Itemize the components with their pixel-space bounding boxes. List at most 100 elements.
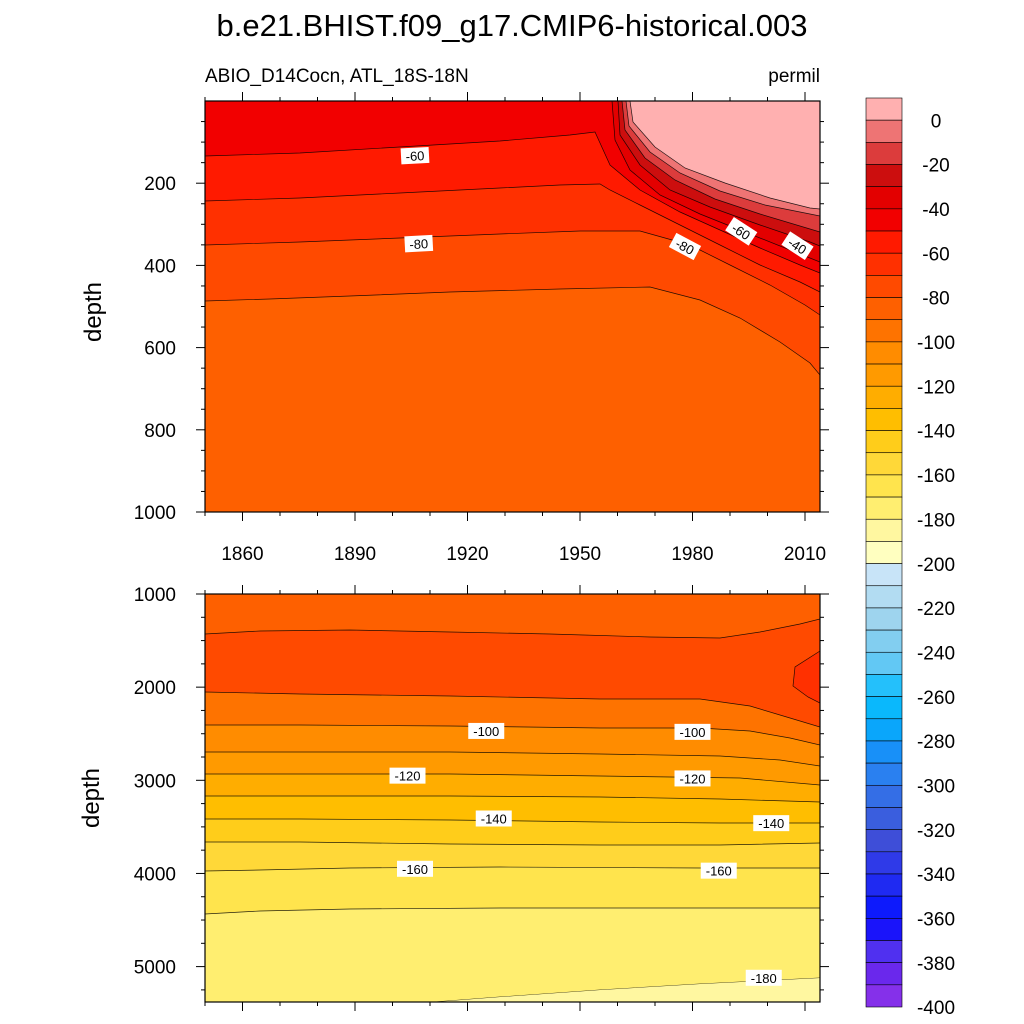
contour-label-bg xyxy=(753,815,790,832)
colorbar-box xyxy=(865,430,903,454)
colorbar-box xyxy=(865,807,903,830)
colorbar-box xyxy=(865,164,903,187)
colorbar-box xyxy=(865,142,903,165)
contour-label: -60 xyxy=(400,146,430,165)
bot-contour-line xyxy=(205,691,820,728)
colorbar-box xyxy=(865,696,903,720)
bottom-ytick-label: 3000 xyxy=(134,771,176,792)
bottom-panel: -100 -100 -120 -120 -140 -140 -160 -160 -180 100… xyxy=(78,585,829,1011)
colorbar-label: -240 xyxy=(917,643,955,664)
top-ytick-label: 600 xyxy=(144,339,176,360)
colorbar-box xyxy=(865,607,903,631)
contour-label: -180 xyxy=(745,969,782,986)
top-panel: ABIO_D14Cocn, ATL_18S-18N permil xyxy=(80,66,829,565)
bot-band-minus80 xyxy=(205,619,820,727)
bot-contour-line xyxy=(205,751,820,767)
top-subtitle-right: permil xyxy=(768,66,820,87)
colorbar-box xyxy=(865,740,903,764)
colorbar-box xyxy=(865,873,903,897)
contour-label: -100 xyxy=(674,723,711,740)
top-band-zero xyxy=(630,101,820,209)
contour-label-text: -100 xyxy=(679,725,705,740)
colorbar-label: -300 xyxy=(917,776,955,797)
bottom-ytick-label: 2000 xyxy=(134,678,176,699)
contour-label-text: -160 xyxy=(706,864,732,879)
contour-label-text: -100 xyxy=(473,724,499,739)
colorbar-label: -140 xyxy=(917,422,955,443)
colorbar-label: -380 xyxy=(917,954,955,975)
top-contour-line xyxy=(629,101,820,210)
contour-label-bg xyxy=(468,722,505,739)
bot-contour-line xyxy=(792,650,820,704)
contour-label-text: -120 xyxy=(394,769,420,784)
contour-label-text: -80 xyxy=(409,236,429,252)
top-ytick-label: 200 xyxy=(144,174,176,195)
colorbar-label: -320 xyxy=(917,821,955,842)
colorbar-label: -160 xyxy=(917,466,955,487)
colorbar-box xyxy=(865,651,903,675)
bottom-plot-frame xyxy=(204,593,821,1003)
colorbar-box xyxy=(865,918,903,941)
colorbar-box xyxy=(865,275,903,298)
top-xtick-label: 1980 xyxy=(671,544,713,565)
contour-label-bg xyxy=(389,767,426,784)
colorbar-box xyxy=(865,385,903,409)
colorbar-label: -400 xyxy=(917,998,955,1019)
contour-label-bg xyxy=(725,216,758,246)
contour-label-bg xyxy=(475,810,512,827)
top-ylabel: depth xyxy=(80,282,107,342)
contour-label-bg xyxy=(781,231,814,261)
colorbar-box xyxy=(865,474,903,498)
colorbar-boxes xyxy=(865,97,903,1008)
contour-label-bg xyxy=(745,969,782,986)
colorbar-labels: 0 -20 -40 -60 -80 -100 -120 -140 -160 -180 -200 -22… xyxy=(917,111,955,1019)
top-xtick-label: 1950 xyxy=(559,544,601,565)
colorbar-box xyxy=(865,252,903,276)
colorbar-box xyxy=(865,496,903,520)
colorbar-label: -340 xyxy=(917,865,955,886)
colorbar-box xyxy=(865,230,903,254)
colorbar-label: -280 xyxy=(917,732,955,753)
contour-label-bg xyxy=(700,862,737,879)
colorbar-box xyxy=(865,297,903,321)
bot-contour-line xyxy=(205,618,820,639)
colorbar-label: -220 xyxy=(917,599,955,620)
colorbar-box xyxy=(865,629,903,653)
contour-label-text: -160 xyxy=(402,862,428,877)
colorbar-box xyxy=(865,563,903,587)
top-xtick-label: 1920 xyxy=(446,544,488,565)
bot-contour-line xyxy=(205,818,820,824)
colorbar-box xyxy=(865,984,903,1008)
colorbar-box xyxy=(865,829,903,853)
figure-title: b.e21.BHIST.f09_g17.CMIP6-historical.003 xyxy=(216,8,807,43)
top-xtick-label: 1890 xyxy=(334,544,376,565)
contour-label: -120 xyxy=(674,770,711,787)
contour-label: -140 xyxy=(753,815,790,832)
contour-label-bg xyxy=(674,723,711,740)
contour-label: -160 xyxy=(700,862,737,879)
colorbar-label: -200 xyxy=(917,555,955,576)
top-contour-line xyxy=(205,183,820,293)
bot-contour-line xyxy=(205,773,820,786)
bottom-ticks: 1000 2000 3000 4000 5000 xyxy=(134,585,829,1011)
colorbar-box xyxy=(865,718,903,742)
colorbar-box xyxy=(865,363,903,387)
top-ytick-label: 1000 xyxy=(134,503,176,524)
colorbar-box xyxy=(865,119,903,143)
colorbar-label: 0 xyxy=(931,111,942,132)
colorbar-label: -360 xyxy=(917,909,955,930)
colorbar-label: -80 xyxy=(922,289,949,310)
colorbar-box xyxy=(865,408,903,431)
contour-label-text: -120 xyxy=(679,771,705,786)
contour-label-bg xyxy=(674,770,711,787)
contour-label-bg xyxy=(397,860,433,877)
colorbar-box xyxy=(865,962,903,986)
contour-label: -160 xyxy=(397,860,433,877)
top-contour-lines xyxy=(205,101,820,376)
top-xtick-label: 1860 xyxy=(221,544,263,565)
colorbar-box xyxy=(865,97,903,121)
colorbar-box xyxy=(865,762,903,786)
bottom-ylabel: depth xyxy=(78,768,105,828)
colorbar-box xyxy=(865,784,903,808)
contour-label-text: -140 xyxy=(758,816,784,831)
